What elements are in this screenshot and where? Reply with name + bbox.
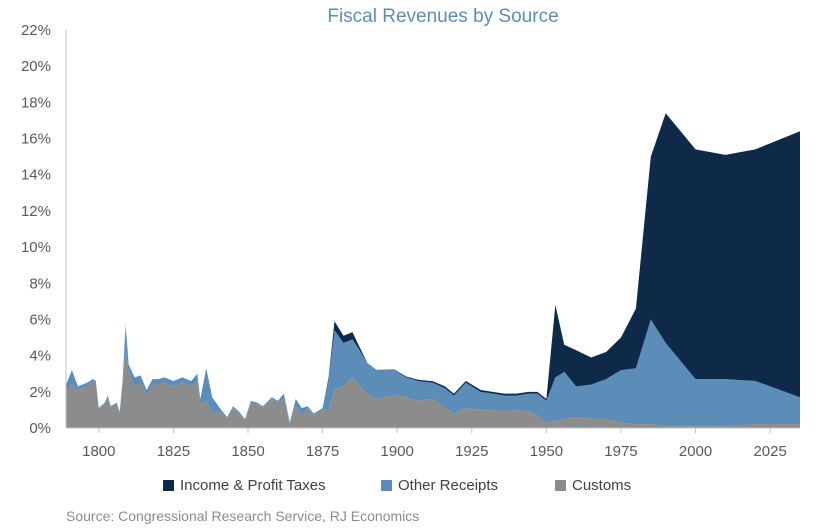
x-tick-label: 2000 xyxy=(679,443,712,460)
y-tick-label: 12% xyxy=(21,203,51,220)
y-tick-label: 8% xyxy=(29,275,51,292)
legend-swatch xyxy=(555,480,566,491)
y-tick-label: 6% xyxy=(29,311,51,328)
legend-swatch xyxy=(163,480,174,491)
legend-swatch xyxy=(381,480,392,491)
area-series-1 xyxy=(66,319,800,427)
y-tick-label: 18% xyxy=(21,94,51,111)
y-tick-label: 22% xyxy=(21,22,51,39)
x-tick-label: 1925 xyxy=(455,443,488,460)
y-tick-label: 14% xyxy=(21,167,51,184)
x-tick-label: 1850 xyxy=(231,443,264,460)
x-tick-label: 1950 xyxy=(530,443,563,460)
area-series-2 xyxy=(66,113,800,423)
y-tick-label: 20% xyxy=(21,58,51,75)
axes: 0% 2% 4% 6% 8% 10% 12% 14% 16% 18% 20% 22% 1800 1825 1… xyxy=(21,22,800,460)
x-tick-label: 1975 xyxy=(604,443,637,460)
source-note: Source: Congressional Research Service, … xyxy=(66,508,419,524)
area-series-0 xyxy=(66,350,800,428)
y-tick-label: 2% xyxy=(29,384,51,401)
legend-label: Customs xyxy=(572,477,631,494)
legend-label: Other Receipts xyxy=(398,477,498,494)
area-layer xyxy=(66,113,800,428)
x-tick-label: 1875 xyxy=(306,443,339,460)
x-tick-label: 1800 xyxy=(82,443,115,460)
y-tick-label: 16% xyxy=(21,131,51,148)
y-tick-label: 4% xyxy=(29,348,51,365)
x-tick-label: 1825 xyxy=(157,443,190,460)
legend-label: Income & Profit Taxes xyxy=(180,477,326,494)
x-tick-label: 2025 xyxy=(753,443,786,460)
chart-title: Fiscal Revenues by Source xyxy=(327,6,558,27)
y-tick-label: 10% xyxy=(21,239,51,256)
legend: Income & Profit Taxes Other Receipts Custo… xyxy=(163,477,631,494)
x-tick-label: 1900 xyxy=(381,443,414,460)
y-tick-label: 0% xyxy=(29,420,51,437)
